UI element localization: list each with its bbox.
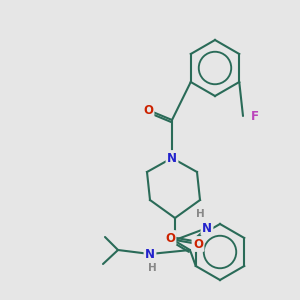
Text: H: H (148, 263, 156, 273)
Text: O: O (193, 238, 203, 250)
Text: N: N (145, 248, 155, 260)
Text: O: O (143, 103, 153, 116)
Text: N: N (202, 221, 212, 235)
Text: O: O (165, 232, 175, 244)
Text: N: N (167, 152, 177, 164)
Text: F: F (251, 110, 259, 122)
Text: H: H (196, 209, 204, 219)
